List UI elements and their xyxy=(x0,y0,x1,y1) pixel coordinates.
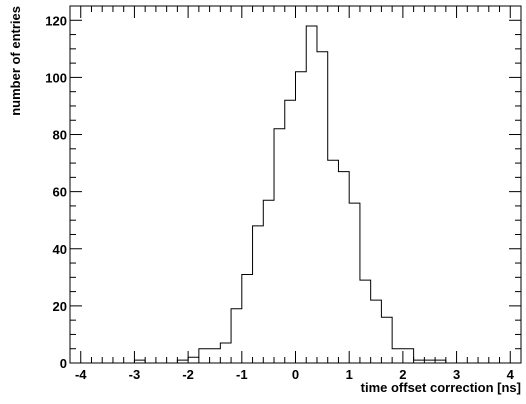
x-axis-ticks: -4 -3 -2 -1 0 1 2 3 4 xyxy=(75,6,515,382)
y-tick-label: 40 xyxy=(53,242,67,257)
y-tick-label: 80 xyxy=(53,128,67,143)
x-tick-label: -3 xyxy=(129,367,141,382)
x-tick-label: 0 xyxy=(292,367,299,382)
x-tick-label: -4 xyxy=(75,367,87,382)
x-tick-label: 3 xyxy=(453,367,460,382)
y-axis-ticks: 0 20 40 60 80 100 120 xyxy=(45,5,521,371)
y-tick-label: 60 xyxy=(53,185,67,200)
x-tick-label: 2 xyxy=(399,367,406,382)
plot-frame xyxy=(69,5,522,364)
y-tick-label: 100 xyxy=(45,70,67,85)
x-tick-label: 4 xyxy=(507,367,515,382)
x-tick-label: -2 xyxy=(182,367,194,382)
histogram-outline xyxy=(70,25,521,364)
y-tick-label: 0 xyxy=(60,356,67,371)
x-tick-label: -1 xyxy=(236,367,248,382)
x-tick-label: 1 xyxy=(346,367,353,382)
x-axis-title: time offset correction [ns] xyxy=(361,380,521,395)
y-axis-title: number of entries xyxy=(8,6,23,116)
y-tick-label: 20 xyxy=(53,299,67,314)
y-tick-label: 120 xyxy=(45,13,67,28)
